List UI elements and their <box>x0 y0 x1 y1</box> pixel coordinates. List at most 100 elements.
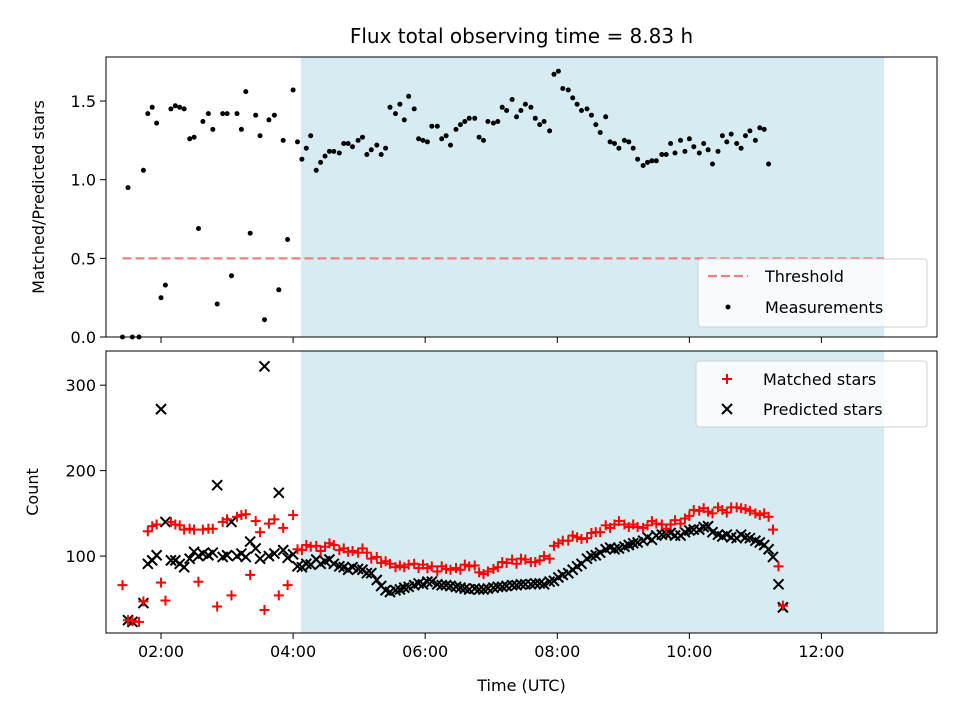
predicted-point-52 <box>371 574 383 586</box>
matched-point-7 <box>151 519 162 530</box>
measurement-point-121 <box>686 136 692 142</box>
matched-point-26 <box>240 509 251 520</box>
matched-point-125 <box>703 506 714 517</box>
measurement-point-51 <box>360 134 365 140</box>
measurement-point-84 <box>514 114 519 120</box>
count-y-tick-label-0: 100 <box>65 547 96 566</box>
predicted-point-63 <box>421 576 434 588</box>
measurement-point-65 <box>424 139 430 145</box>
measurement-point-46 <box>336 150 342 156</box>
measurement-point-98 <box>579 108 584 113</box>
ratio-legend-box <box>697 258 928 328</box>
measurement-point-91 <box>547 128 553 134</box>
matched-point-9 <box>160 595 171 606</box>
matched-point-134 <box>744 505 755 516</box>
measurement-point-78 <box>485 119 491 124</box>
predicted-point-28 <box>258 360 271 373</box>
measurement-point-95 <box>565 87 571 93</box>
count-y-tick-label-1: 200 <box>65 462 96 481</box>
count-plot-frame <box>105 350 938 634</box>
measurement-point-135 <box>752 137 758 143</box>
predicted-point-7 <box>159 516 172 528</box>
matched-point-54 <box>371 551 382 562</box>
measurement-point-74 <box>466 115 472 121</box>
measurement-point-27 <box>247 230 253 236</box>
x-axis-label: Time (UTC) <box>476 676 565 695</box>
matched-point-36 <box>288 510 299 521</box>
matched-point-16 <box>193 576 204 587</box>
measurement-point-111 <box>640 163 646 168</box>
measurement-point-24 <box>234 111 240 117</box>
measurement-point-8 <box>158 295 164 301</box>
legend-threshold-label: Threshold <box>764 267 844 286</box>
matched-point-6 <box>147 521 158 532</box>
measurements-series <box>120 68 772 340</box>
legend-matched-marker <box>722 374 732 384</box>
matched-point-119 <box>675 518 686 529</box>
measurement-point-92 <box>551 71 557 77</box>
matched-point-88 <box>530 557 541 568</box>
measurement-point-11 <box>172 103 178 109</box>
matched-point-28 <box>250 516 261 527</box>
measurement-point-124 <box>701 141 707 146</box>
measurement-point-88 <box>532 115 538 121</box>
measurement-point-94 <box>560 86 566 91</box>
matched-point-5 <box>142 526 153 537</box>
legend-predicted-swatch <box>721 403 733 415</box>
measurement-point-125 <box>705 147 711 153</box>
measurement-point-26 <box>243 89 249 95</box>
matched-point-59 <box>394 560 405 571</box>
measurement-point-86 <box>522 101 528 107</box>
measurement-point-43 <box>322 153 328 159</box>
count-x-tick-label-3: 08:00 <box>534 642 580 661</box>
predicted-point-6 <box>155 403 167 415</box>
count-legend-box <box>695 360 928 428</box>
predicted-point-123 <box>702 520 714 532</box>
matched-point-57 <box>384 558 395 569</box>
measurement-point-32 <box>271 112 277 118</box>
matched-point-70 <box>445 564 456 575</box>
measurement-point-35 <box>285 237 291 242</box>
measurement-point-10 <box>168 106 174 112</box>
ratio-y-tick-label-3: 1.5 <box>71 92 96 111</box>
measurement-point-29 <box>257 133 263 139</box>
measurement-point-1 <box>125 185 131 191</box>
matched-point-73 <box>459 559 470 570</box>
measurement-point-57 <box>387 104 393 110</box>
matched-point-4 <box>138 596 149 607</box>
ratio-y-tick-label-1: 0.5 <box>71 249 96 268</box>
measurement-point-81 <box>499 104 505 110</box>
predicted-point-12 <box>183 552 196 565</box>
legend-measurements-label: Measurements <box>765 298 883 317</box>
measurement-point-34 <box>280 137 286 143</box>
matched-point-27 <box>245 569 256 580</box>
measurement-point-61 <box>406 93 412 99</box>
measurement-point-136 <box>757 125 763 131</box>
predicted-point-32 <box>277 544 289 556</box>
measurement-point-53 <box>368 147 374 153</box>
measurement-point-108 <box>626 139 632 145</box>
measurement-point-70 <box>448 142 453 148</box>
measurement-point-5 <box>145 111 151 117</box>
matched-point-49 <box>347 545 358 556</box>
count-x-tick-label-1: 04:00 <box>270 642 316 661</box>
measurement-point-58 <box>393 111 398 117</box>
measurement-point-114 <box>653 158 659 164</box>
matched-point-23 <box>226 590 237 601</box>
count-x-tick-label-5: 12:00 <box>798 642 844 661</box>
measurement-point-122 <box>691 144 697 150</box>
matched-point-32 <box>269 514 280 525</box>
matched-point-67 <box>432 566 443 577</box>
matched-point-0 <box>117 580 128 591</box>
measurement-point-23 <box>229 273 234 279</box>
measurement-point-99 <box>584 106 590 112</box>
chart-title: Flux total observing time = 8.83 h <box>350 24 693 48</box>
measurement-point-120 <box>682 148 688 154</box>
measurement-point-118 <box>672 150 678 156</box>
predicted-point-24 <box>240 551 252 563</box>
measurement-point-134 <box>747 128 753 134</box>
matched-point-102 <box>595 527 606 538</box>
matched-point-30 <box>259 604 270 615</box>
matched-point-82 <box>501 557 512 568</box>
